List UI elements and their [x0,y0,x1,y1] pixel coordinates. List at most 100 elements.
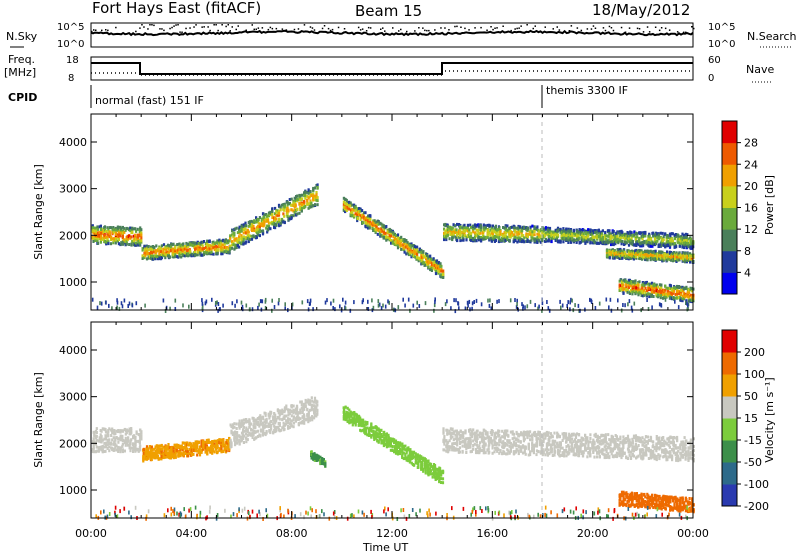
echo-cell [259,234,261,237]
echo-cell [523,236,525,239]
echo-cell [602,229,604,232]
echo-cell [574,303,576,307]
echo-cell [510,298,512,302]
echo-cell [259,216,261,219]
echo-cell [467,224,469,227]
echo-cell [583,232,585,235]
echo-cell [122,450,124,453]
nsky-point [665,28,667,30]
echo-cell [144,304,146,308]
nsky-point [669,29,671,31]
echo-cell [567,300,569,304]
echo-cell [257,225,259,228]
echo-cell [613,230,615,233]
echo-cell [137,228,139,231]
nsky-point [516,28,518,30]
echo-cell [521,229,523,232]
echo-cell [271,309,273,313]
echo-cell [153,246,155,249]
echo-cell [646,298,648,302]
echo-cell [124,450,126,453]
echo-cell [481,302,483,306]
echo-cell [465,238,467,241]
nsky-point [593,25,595,27]
echo-cell [653,290,655,293]
nsky-point [201,26,203,28]
echo-cell [122,439,124,442]
nsky-point [153,25,155,27]
echo-cell [378,304,380,308]
echo-cell [589,298,591,302]
echo-cell [514,230,516,233]
echo-cell [241,229,243,232]
echo-cell [215,301,217,305]
echo-cell [558,240,560,243]
echo-cell [458,302,460,306]
echo-cell [186,447,188,450]
echo-cell [97,306,99,310]
nsky-point [460,27,462,29]
echo-cell [117,446,119,449]
echo-cell [397,237,399,240]
nsky-point [298,28,300,30]
echo-cell [95,230,97,233]
echo-cell [326,298,328,302]
echo-cell [680,293,682,296]
echo-cell [608,229,610,232]
nsky-point [510,30,512,32]
echo-cell [516,302,518,306]
echo-cell [244,222,246,225]
echo-cell [661,251,663,254]
nsky-label: N.Sky [6,30,38,43]
echo-cell [203,253,205,256]
echo-cell [651,305,653,309]
nsky-point [625,32,627,34]
echo-cell [109,232,111,235]
nsky-point [314,29,316,31]
echo-cell [122,430,124,433]
echo-cell [130,432,132,435]
echo-cell [549,309,551,313]
nsky-point [605,30,607,32]
station-title: Fort Hays East (fitACF) [92,0,261,17]
echo-cell [506,224,508,227]
echo-cell [183,454,185,457]
echo-cell [609,256,611,259]
echo-cell [173,450,175,453]
echo-cell [635,291,637,294]
echo-cell [690,238,692,241]
echo-cell [92,298,94,302]
echo-cell [308,192,310,195]
echo-cell [110,242,112,245]
echo-cell [113,429,115,432]
echo-cell [301,197,303,200]
echo-cell [621,257,623,260]
echo-cell [165,445,167,448]
echo-cell [667,240,669,243]
nsky-point [246,30,248,32]
echo-cell [425,301,427,305]
echo-cell [96,446,98,449]
nsky-point [163,30,165,32]
echo-cell [113,228,115,231]
echo-cell [449,237,451,240]
echo-cell [362,221,364,224]
echo-cell [648,254,650,257]
nsky-point [454,26,456,28]
echo-cell [203,247,205,250]
echo-cell [218,302,220,306]
nsky-point [456,26,458,28]
nsky-point [171,27,173,29]
nsky-point [330,30,332,32]
echo-cell [499,230,501,233]
echo-cell [455,298,457,302]
echo-cell [452,226,454,229]
echo-cell [654,237,656,240]
echo-cell [148,245,150,248]
echo-cell [236,299,238,303]
echo-cell [101,302,103,306]
nsky-point [595,28,597,30]
echo-cell [433,309,435,313]
echo-cell [536,241,538,244]
